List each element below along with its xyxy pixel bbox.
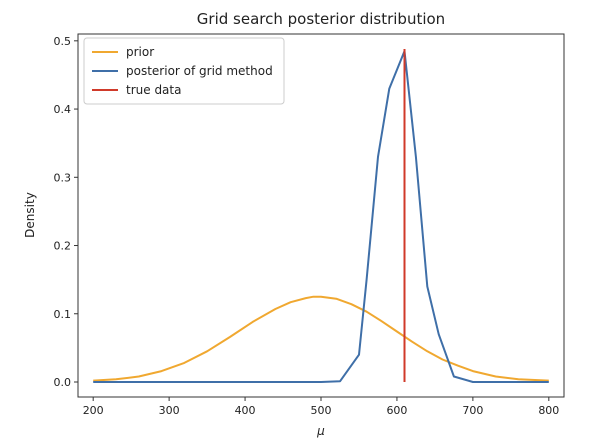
- x-tick-label: 800: [538, 404, 559, 417]
- x-tick-label: 200: [83, 404, 104, 417]
- y-tick-label: 0.1: [54, 308, 72, 321]
- x-tick-label: 600: [386, 404, 407, 417]
- legend-label: true data: [126, 83, 181, 97]
- x-tick-label: 700: [462, 404, 483, 417]
- series-line-prior: [93, 295, 549, 382]
- legend-label: prior: [126, 45, 154, 59]
- y-axis-label: Density: [23, 192, 37, 238]
- x-tick-label: 400: [235, 404, 256, 417]
- y-tick-label: 0.3: [54, 171, 72, 184]
- y-tick-label: 0.5: [54, 35, 72, 48]
- chart-title: Grid search posterior distribution: [197, 10, 445, 28]
- series-layer: [93, 49, 549, 383]
- x-tick-label: 500: [311, 404, 332, 417]
- axis-ticks: 200 300 400 500 600 700 800 0.0 0.1 0.2 0.3 0.4 0.5: [54, 35, 560, 417]
- legend-box: [83, 37, 285, 105]
- x-axis-label: μ: [316, 424, 325, 438]
- x-tick-label: 300: [159, 404, 180, 417]
- y-tick-label: 0.4: [54, 103, 72, 116]
- legend-label: posterior of grid method: [126, 64, 273, 78]
- series-line-posterior-of-grid-method: [93, 50, 549, 383]
- y-tick-label: 0.2: [54, 240, 72, 253]
- y-tick-label: 0.0: [54, 376, 72, 389]
- legend: prior posterior of grid method true data: [83, 37, 285, 105]
